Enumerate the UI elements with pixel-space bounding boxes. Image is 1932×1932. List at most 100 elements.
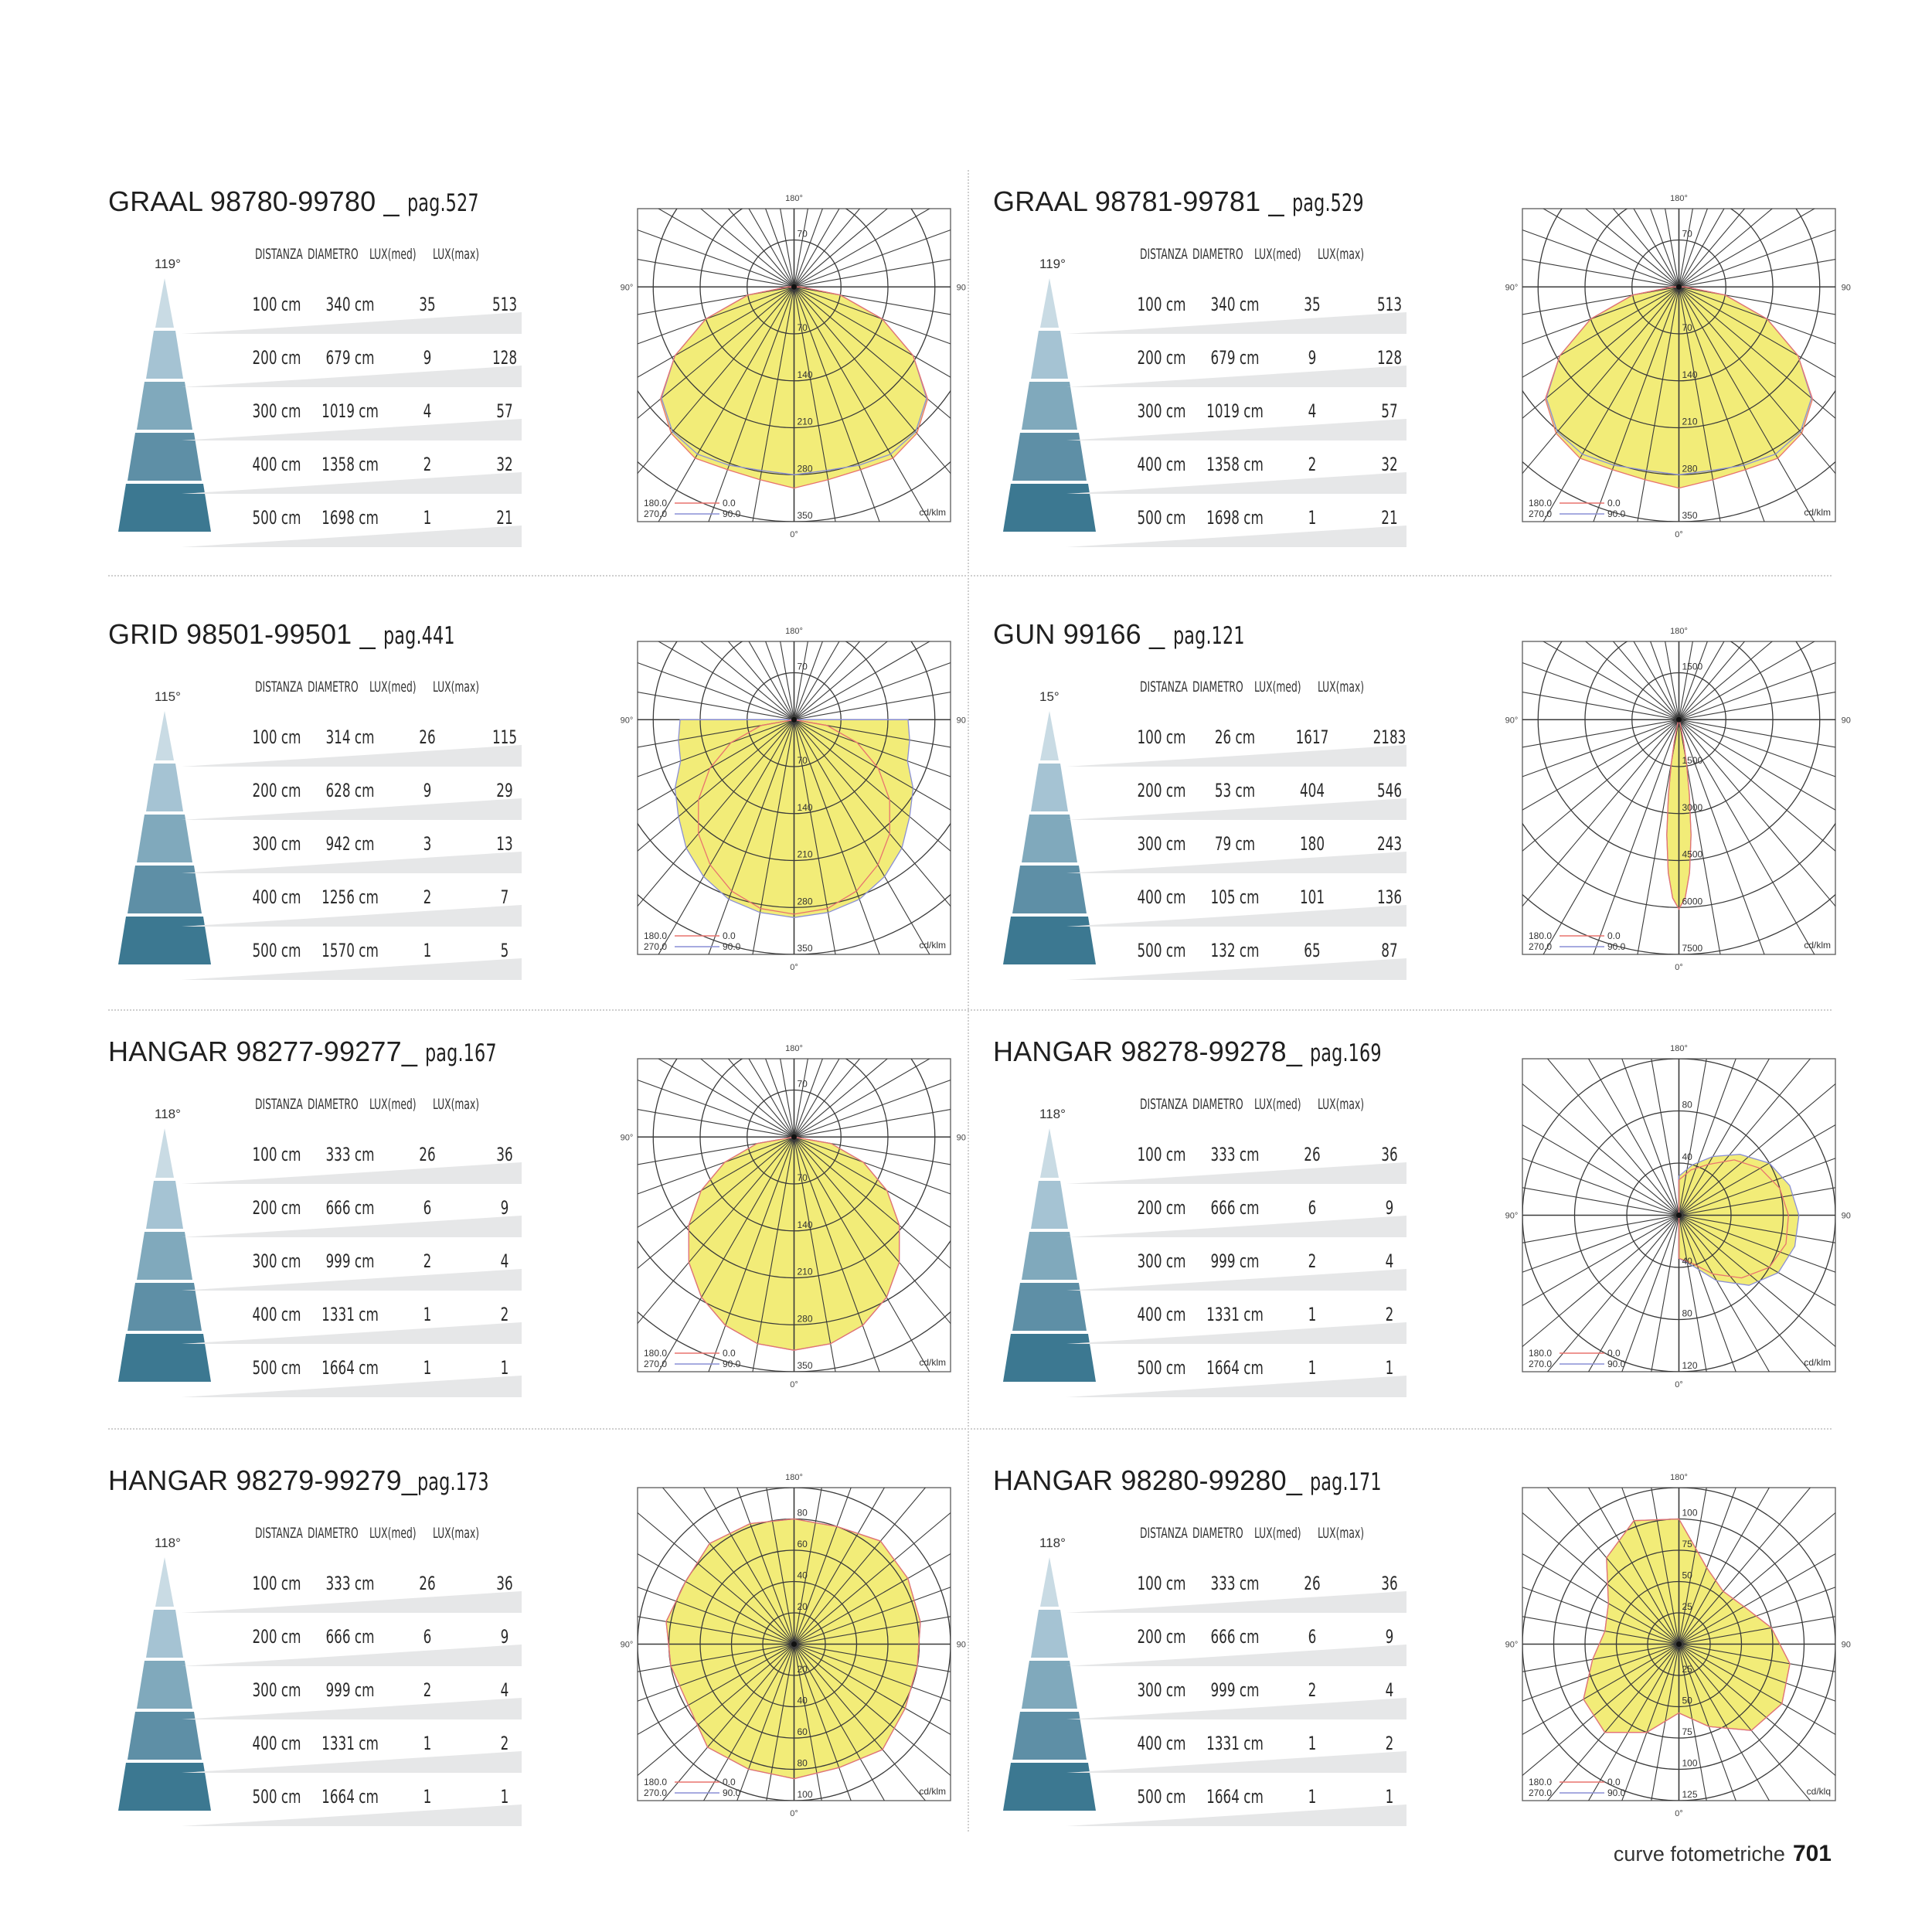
- column-header: LUX(max): [433, 679, 480, 696]
- legend-left-label: 180.0: [1529, 1777, 1552, 1787]
- pyramid-tier: [1003, 1334, 1096, 1382]
- beam-angle: 15°: [1039, 689, 1060, 704]
- beam-pyramid-icon: [118, 1128, 211, 1382]
- catalog-page-link[interactable]: pag.169: [1310, 1039, 1382, 1067]
- lux-max-cell: 128: [492, 347, 518, 369]
- diameter-cell: 1256 cm: [321, 886, 379, 908]
- product-block: GUN 99166 _ pag.121 15° DISTANZA DIAMETRO LU…: [993, 618, 1855, 1036]
- curve-line-c0: [688, 1136, 900, 1351]
- catalog-page-link[interactable]: pag.441: [383, 622, 455, 650]
- table-row: 300 cm 999 cm 2 4: [108, 1250, 541, 1297]
- ring-tick-label: 80: [798, 1758, 808, 1769]
- table-row: 400 cm 1358 cm 2 32: [993, 454, 1426, 500]
- column-header: DISTANZA: [1140, 246, 1188, 263]
- pyramid-tier: [118, 1763, 211, 1811]
- lux-med-cell: 1: [1308, 1357, 1317, 1379]
- curve-line-c0: [665, 1518, 921, 1780]
- photometric-chart: 70 140 210 280 350 70 180° 0° 90° 90° 180.0 0.0 270.…: [1488, 185, 1855, 556]
- legend-right-label: 90.0: [723, 509, 741, 519]
- table-row: 100 cm 333 cm 26 36: [993, 1573, 1426, 1619]
- angle-label-top: 180°: [785, 627, 803, 636]
- ring-tick-label: 210: [798, 417, 813, 427]
- catalog-page-link[interactable]: pag.121: [1172, 622, 1245, 650]
- title-separator: _: [352, 618, 384, 650]
- catalog-page-link[interactable]: pag.529: [1291, 189, 1364, 217]
- photometric-chart: 70 140 210 280 350 70 180° 0° 90° 90° 180.0 0.0 270.…: [603, 1036, 970, 1406]
- product-title: HANGAR 98278-99278_ pag.169: [993, 1036, 1410, 1068]
- row-separator: [108, 1009, 1832, 1011]
- legend-left-label: 270.0: [1529, 1359, 1552, 1369]
- product-name: HANGAR 98277-99277: [108, 1036, 402, 1067]
- product-name: GRID 98501-99501: [108, 618, 352, 650]
- distance-cell: 100 cm: [252, 294, 301, 315]
- beam-pyramid-icon: [1003, 278, 1096, 532]
- column-header: LUX(med): [1254, 1096, 1301, 1113]
- angle-label-top: 180°: [1670, 1473, 1688, 1482]
- catalog-page-link[interactable]: pag.173: [417, 1468, 489, 1496]
- diameter-cell: 1331 cm: [321, 1304, 379, 1325]
- lux-max-cell: 32: [1381, 454, 1398, 475]
- lux-med-cell: 1: [423, 1786, 432, 1808]
- legend-right-label: 0.0: [723, 498, 736, 509]
- lux-med-cell: 1: [423, 507, 432, 529]
- unit-label: cd/klm: [1804, 507, 1831, 518]
- curve-line-c90: [1678, 1154, 1800, 1286]
- distance-cell: 400 cm: [1137, 1304, 1186, 1325]
- angle-label-top: 180°: [785, 1044, 803, 1053]
- table-row: 500 cm 1664 cm 1 1: [108, 1786, 541, 1832]
- chart-center-dot: [791, 284, 797, 290]
- distance-cell: 500 cm: [252, 507, 301, 529]
- photometric-chart: 40 80 120 40 80 180° 0° 90° 90° 180.0 0.0 270.0 90.0…: [1488, 1036, 1855, 1406]
- distance-cell: 200 cm: [252, 1197, 301, 1219]
- distance-cell: 300 cm: [252, 400, 301, 422]
- table-row: 100 cm 314 cm 26 115: [108, 726, 541, 773]
- column-header: LUX(max): [1318, 1525, 1365, 1542]
- lux-med-cell: 26: [419, 1573, 436, 1594]
- polar-chart-svg: 20 40 60 80 100 20 40 60 80 180° 0° 90° 90° 180.0 0.0 2…: [621, 1473, 970, 1818]
- diameter-cell: 1019 cm: [1206, 400, 1264, 422]
- angle-label-bottom: 0°: [790, 1380, 798, 1389]
- distance-cell: 100 cm: [1137, 294, 1186, 315]
- legend-right-label: 90.0: [1607, 1787, 1626, 1798]
- distance-cell: 500 cm: [1137, 1357, 1186, 1379]
- lux-med-cell: 1: [1308, 1733, 1317, 1754]
- table-row: 300 cm 1019 cm 4 57: [108, 400, 541, 447]
- angle-label-right: 90°: [1842, 716, 1851, 725]
- angle-label-left: 90°: [621, 1133, 634, 1142]
- ring-tick-label: 70: [798, 662, 808, 672]
- beam-angle: 118°: [1039, 1107, 1066, 1121]
- lux-max-cell: 9: [500, 1197, 509, 1219]
- table-row: 400 cm 1331 cm 1 2: [108, 1304, 541, 1350]
- legend-right-label: 0.0: [1607, 930, 1621, 941]
- title-separator: _: [1286, 1464, 1311, 1496]
- lux-med-cell: 2: [423, 886, 432, 908]
- lux-med-cell: 1: [1308, 1304, 1317, 1325]
- ring-tick-label: 280: [1682, 463, 1698, 474]
- photometric-chart: 1500 3000 4500 6000 7500 1500 180° 0° 90° 90° 180.…: [1488, 618, 1855, 989]
- diameter-cell: 132 cm: [1210, 940, 1260, 961]
- catalog-page-link[interactable]: pag.527: [406, 189, 479, 217]
- chart-center-dot: [791, 716, 797, 723]
- ring-tick-label: 350: [1682, 510, 1698, 521]
- ring-tick-label: 3000: [1682, 802, 1703, 813]
- angle-label-top: 180°: [785, 1473, 803, 1482]
- diameter-cell: 999 cm: [325, 1679, 375, 1701]
- lux-max-cell: 9: [1385, 1197, 1394, 1219]
- pyramid-tier: [137, 382, 192, 430]
- lux-med-cell: 9: [423, 780, 432, 801]
- diameter-cell: 1570 cm: [321, 940, 379, 961]
- diameter-cell: 1664 cm: [1206, 1357, 1264, 1379]
- lux-med-cell: 1: [423, 1733, 432, 1754]
- legend-right-label: 90.0: [723, 941, 741, 952]
- diameter-cell: 666 cm: [1210, 1626, 1260, 1648]
- chart-center-dot: [791, 1134, 797, 1140]
- catalog-page-link[interactable]: pag.171: [1310, 1468, 1382, 1496]
- pyramid-tier: [146, 331, 183, 379]
- beam-angle: 118°: [155, 1536, 181, 1550]
- column-header: LUX(med): [369, 679, 417, 696]
- distance-cell: 500 cm: [1137, 1786, 1186, 1808]
- curve-line-c0: [698, 719, 890, 915]
- catalog-page-link[interactable]: pag.167: [425, 1039, 497, 1067]
- diameter-cell: 1664 cm: [1206, 1786, 1264, 1808]
- diameter-cell: 1664 cm: [321, 1357, 379, 1379]
